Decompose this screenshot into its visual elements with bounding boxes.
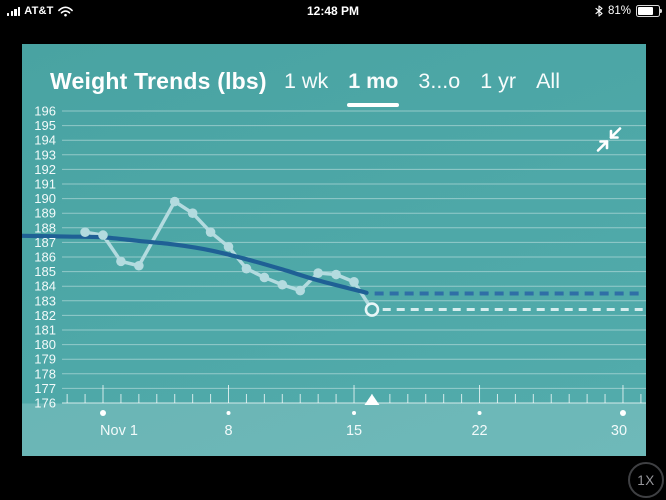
trend-line xyxy=(22,233,369,295)
daily-weight-point xyxy=(187,208,198,218)
daily-weight-point xyxy=(169,196,180,207)
daily-weight-point xyxy=(116,256,126,267)
page-title: Weight Trends (lbs) xyxy=(50,68,267,94)
y-tick-label: 196 xyxy=(34,104,56,119)
y-tick-label: 185 xyxy=(34,264,56,279)
status-left-group: AT&T xyxy=(7,0,73,22)
y-tick-label: 195 xyxy=(34,118,56,133)
today-marker-triangle xyxy=(364,394,380,405)
tab-1-yr[interactable]: 1 yr xyxy=(480,69,517,93)
status-right-group: 81% xyxy=(595,0,663,22)
y-tick-label: 194 xyxy=(34,133,56,148)
cell-signal-icon xyxy=(7,6,21,16)
y-tick-label: 181 xyxy=(34,323,56,338)
daily-weight-point xyxy=(277,279,288,290)
y-tick-label: 176 xyxy=(34,396,56,411)
y-tick-label: 180 xyxy=(34,337,56,352)
tab-3-o[interactable]: 3...o xyxy=(418,69,461,93)
carrier-label: AT&T xyxy=(24,5,54,17)
daily-weight-point xyxy=(349,277,359,287)
y-tick-label: 189 xyxy=(34,206,56,221)
x-axis-strip xyxy=(22,403,646,456)
x-tick-label: 8 xyxy=(224,423,232,439)
daily-weight-point xyxy=(241,263,252,274)
daily-weight-point xyxy=(80,227,90,237)
tab-all[interactable]: All xyxy=(536,69,560,93)
camera-zoom-button[interactable]: 1X xyxy=(628,462,664,498)
daily-weight-point xyxy=(313,268,323,278)
y-tick-label: 182 xyxy=(34,308,56,323)
y-tick-label: 187 xyxy=(34,235,56,250)
latest-weight-point-open xyxy=(364,302,380,317)
y-tick-label: 183 xyxy=(34,293,56,308)
x-tick-label: 30 xyxy=(611,423,627,439)
clock-label: 12:48 PM xyxy=(306,4,360,18)
y-tick-label: 177 xyxy=(34,381,56,396)
y-tick-label: 186 xyxy=(34,250,56,265)
weight-trends-panel: Nov 1 8 15 22 30 176 177 178 179 180 181 182 183 184 1… xyxy=(22,44,646,456)
daily-weight-point xyxy=(134,260,144,271)
y-tick-label: 190 xyxy=(34,191,56,206)
y-tick-label: 193 xyxy=(34,147,56,162)
x-tick-label: Nov 1 xyxy=(100,423,138,439)
tab-1-mo[interactable]: 1 mo xyxy=(347,69,400,106)
axis-dot xyxy=(477,411,482,415)
y-tick-label: 192 xyxy=(34,162,56,177)
daily-weight-point xyxy=(205,227,216,237)
battery-icon xyxy=(636,4,663,18)
collapse-chart-icon[interactable] xyxy=(596,126,622,153)
axis-dot xyxy=(100,410,106,416)
bluetooth-icon xyxy=(595,5,603,17)
status-bar: AT&T 12:48 PM 81% xyxy=(0,0,666,22)
weight-chart[interactable]: Nov 1 8 15 22 301761771781791801811821831841… xyxy=(22,44,646,456)
y-tick-label: 179 xyxy=(34,352,56,367)
battery-percent-label: 81% xyxy=(607,5,631,17)
daily-weight-point xyxy=(98,230,108,240)
daily-weight-point xyxy=(259,272,270,283)
axis-dot xyxy=(352,411,357,415)
daily-weight-point xyxy=(331,269,341,280)
x-tick-label: 22 xyxy=(471,423,487,439)
time-range-tabs: 1 wk 1 mo 3...o 1 yr All xyxy=(284,69,560,106)
y-tick-label: 184 xyxy=(34,279,56,294)
daily-weight-point xyxy=(223,241,234,252)
axis-dot xyxy=(226,411,231,415)
tab-1-wk[interactable]: 1 wk xyxy=(284,69,329,93)
daily-weight-point xyxy=(295,285,306,296)
y-tick-label: 188 xyxy=(34,220,56,235)
y-tick-label: 191 xyxy=(34,177,56,192)
axis-dot xyxy=(619,410,626,416)
x-tick-label: 15 xyxy=(346,423,362,439)
wifi-icon xyxy=(57,5,73,16)
y-tick-label: 178 xyxy=(34,366,56,381)
